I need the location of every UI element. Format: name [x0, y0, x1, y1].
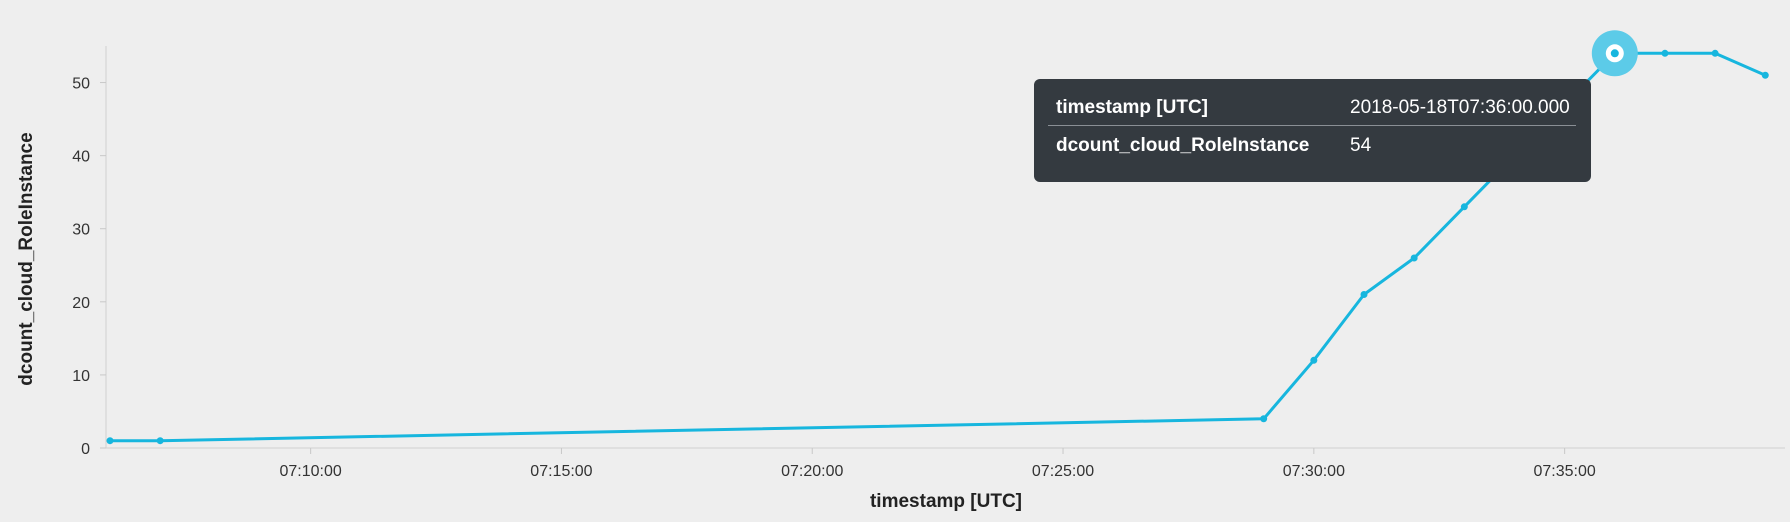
- x-tick-label: 07:15:00: [530, 463, 592, 480]
- data-point[interactable]: [156, 437, 164, 445]
- y-ticks: 0 10 20 30 40 50: [72, 76, 106, 458]
- data-tooltip: timestamp [UTC] 2018-05-18T07:36:00.000 …: [1034, 79, 1591, 182]
- y-tick-label: 10: [72, 368, 90, 385]
- y-tick-label: 50: [72, 76, 90, 93]
- x-axis-title: timestamp [UTC]: [870, 491, 1022, 512]
- y-tick-label: 0: [81, 441, 90, 458]
- y-tick-label: 40: [72, 149, 90, 166]
- data-point[interactable]: [106, 437, 114, 445]
- tooltip-value: 54: [1350, 135, 1372, 156]
- y-axis-title: dcount_cloud_RoleInstance: [16, 132, 37, 385]
- data-point[interactable]: [1711, 49, 1719, 57]
- tooltip-row-timestamp: timestamp [UTC] 2018-05-18T07:36:00.000: [1048, 91, 1576, 126]
- x-ticks: 07:10:00 07:15:00 07:20:00 07:25:00 07:30:00…: [279, 448, 1596, 480]
- x-tick-label: 07:10:00: [279, 463, 341, 480]
- y-tick-label: 30: [72, 222, 90, 239]
- y-tick-label: 20: [72, 295, 90, 312]
- axes: dcount_cloud_RoleInstance timestamp [UTC…: [16, 46, 1785, 512]
- tooltip-value: 2018-05-18T07:36:00.000: [1350, 97, 1570, 118]
- highlighted-data-point[interactable]: [1610, 49, 1619, 58]
- data-point[interactable]: [1360, 291, 1368, 299]
- x-tick-label: 07:30:00: [1283, 463, 1345, 480]
- tooltip-key: timestamp [UTC]: [1056, 97, 1209, 118]
- data-point[interactable]: [1410, 254, 1418, 262]
- x-tick-label: 07:25:00: [1032, 463, 1094, 480]
- x-tick-label: 07:20:00: [781, 463, 843, 480]
- data-point[interactable]: [1310, 356, 1318, 364]
- highlight-layer: [1591, 30, 1638, 77]
- tooltip-row-count: dcount_cloud_RoleInstance 54: [1048, 129, 1576, 163]
- data-point[interactable]: [1661, 49, 1669, 57]
- data-point[interactable]: [1460, 203, 1468, 211]
- x-tick-label: 07:35:00: [1533, 463, 1595, 480]
- data-point[interactable]: [1260, 415, 1268, 423]
- tooltip-key: dcount_cloud_RoleInstance: [1056, 135, 1310, 156]
- data-point[interactable]: [1761, 71, 1769, 79]
